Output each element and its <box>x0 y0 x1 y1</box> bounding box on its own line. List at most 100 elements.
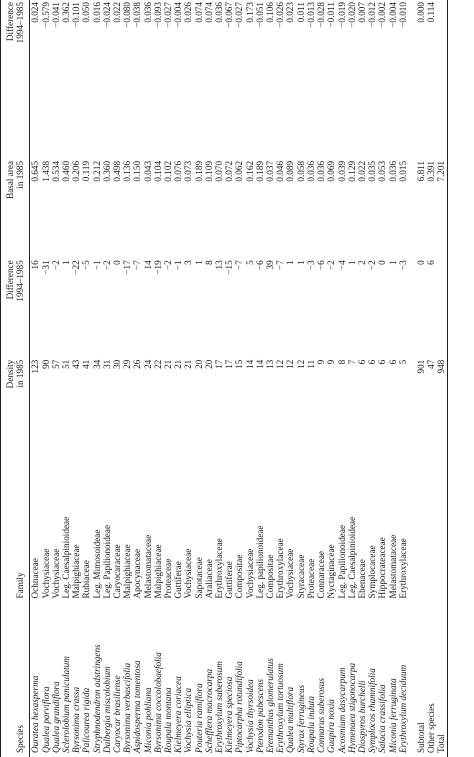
table-row: Stryphnodendron adstringens Leg. Mimosoid… <box>92 0 102 757</box>
basal-area-cell: 0.109 <box>203 160 214 182</box>
basal-difference-cell: 0.036 <box>214 2 225 23</box>
basal-difference-cell: −0.028 <box>316 2 327 28</box>
density-cell: 41 <box>81 359 92 369</box>
basal-difference-cell: −0.004 <box>387 2 398 28</box>
species-cell: Roupala induta <box>305 696 316 753</box>
density-difference-cell: 1 <box>387 260 398 265</box>
species-cell: Diospyros burchelli <box>356 680 367 753</box>
density-difference-cell <box>436 260 447 359</box>
basal-area-cell: 0.070 <box>214 160 225 182</box>
density-difference-cell: −3 <box>397 260 408 271</box>
species-cell: Salacia crassifolia <box>377 684 388 753</box>
basal-area-cell: 0.043 <box>142 160 153 182</box>
table-row: Roupala montana Proteaceae 21 −2 0.102 −0.027 <box>163 0 173 757</box>
species-cell: Subtotal <box>415 722 426 753</box>
basal-area-cell: 0.534 <box>50 160 61 182</box>
family-cell: Hippocrateaceae <box>377 537 388 599</box>
table-row: Miconia ferruginata Melastomataceae 6 1 0.03… <box>388 0 398 757</box>
density-cell: 17 <box>214 359 225 369</box>
species-cell: Dalbergia miscolobium <box>101 666 112 753</box>
basal-difference-cell: −0.080 <box>122 2 133 28</box>
family-cell: Guttiferae <box>173 561 184 599</box>
density-cell: 15 <box>234 359 245 369</box>
family-cell: Guttiferae <box>224 561 235 599</box>
density-cell: 30 <box>112 359 123 369</box>
family-cell: Nyctaginaceae <box>326 544 337 599</box>
density-cell: 948 <box>436 359 447 374</box>
basal-area-cell: 0.089 <box>285 160 296 182</box>
basal-difference-cell: −0.024 <box>101 2 112 28</box>
density-cell: 11 <box>305 359 316 369</box>
density-cell: 8 <box>336 359 347 365</box>
density-difference-cell: 0 <box>415 260 426 265</box>
family-cell: Rubiaceae <box>81 560 92 599</box>
basal-area-cell: 0.460 <box>61 160 72 182</box>
basal-difference-cell: 0.173 <box>244 2 255 23</box>
basal-difference-cell: −0.004 <box>173 2 184 28</box>
basal-difference-cell: −0.027 <box>234 2 245 28</box>
density-difference-cell: −3 <box>305 260 316 271</box>
density-difference-cell: −2 <box>50 260 61 271</box>
density-cell: 7 <box>346 359 357 365</box>
basal-area-cell: 0.150 <box>132 160 143 182</box>
basal-difference-cell: 0.106 <box>265 2 276 23</box>
basal-difference-cell: −0.041 <box>50 2 61 28</box>
basal-area-cell: 0.498 <box>112 160 123 182</box>
table-row: Byrsonima crassa Malpighiaceae 43 −22 0.206 −… <box>71 0 81 757</box>
density-cell: 123 <box>30 359 41 374</box>
basal-area-cell: 0.129 <box>346 160 357 182</box>
density-cell: 17 <box>224 359 235 369</box>
basal-area-cell: 0.189 <box>254 160 265 182</box>
species-cell: Qualea multiflora <box>285 686 296 753</box>
basal-area-cell: 0.206 <box>71 160 82 182</box>
density-cell: 26 <box>132 359 143 369</box>
table-row: Byrsonima coccolobaefolia Malpighiaceae 22… <box>153 0 163 757</box>
species-cell: Kielmeyera coriacea <box>173 676 184 753</box>
basal-area-cell: 0.069 <box>326 160 337 182</box>
density-difference-cell: −2 <box>101 260 112 271</box>
basal-difference-cell: −0.013 <box>305 2 316 28</box>
family-cell <box>426 439 436 598</box>
species-cell: Vochysia elliptica <box>183 687 194 753</box>
density-difference-cell: −19 <box>152 260 163 275</box>
table-row: Pterodon pubescens Leg. papilionoideae 14 −… <box>255 0 265 757</box>
table-row: Vochysia thyrsoidea Vochysiaceae 14 5 0.162 0… <box>245 0 255 757</box>
species-cell: Miconia ferruginata <box>387 678 398 753</box>
density-cell: 57 <box>50 359 61 369</box>
density-difference-cell: −7 <box>275 260 286 271</box>
basal-difference-cell: 0.036 <box>142 2 153 23</box>
basal-area-cell: 0.360 <box>101 160 112 182</box>
header-density: Density in 1985 <box>5 359 26 389</box>
density-cell: 31 <box>101 359 112 369</box>
density-cell: 6 <box>377 359 388 365</box>
family-cell: Leg. Papilionoideae <box>336 524 347 599</box>
family-cell: Sapotaceae <box>193 557 204 599</box>
table-row: Sclerolobium paniculatum Leg. Caesalpinio… <box>61 0 71 757</box>
basal-difference-cell: 0.050 <box>81 2 92 23</box>
species-cell: Erythroxylum tortuosum <box>275 663 286 753</box>
species-cell: Aspidosperma tomentosa <box>132 660 143 753</box>
table-row: Guapira noxia Nyctaginaceae 9 −2 0.069 −0.011 <box>326 0 336 757</box>
basal-difference-cell: −0.019 <box>336 2 347 28</box>
basal-difference-cell: 0.362 <box>61 2 72 23</box>
species-cell: Miconia pohliana <box>142 687 153 753</box>
density-difference-cell: 0 <box>377 260 388 265</box>
family-cell: Vochysiaceae <box>244 548 255 599</box>
species-cell: Roupala montana <box>163 687 174 753</box>
basal-area-cell: 0.037 <box>265 160 276 182</box>
density-difference-cell: 6 <box>426 260 437 265</box>
density-cell: 6 <box>367 359 378 365</box>
table-row: Aspidosperma tomentosa Apocynaceae 26 −7 0.1… <box>132 0 142 757</box>
density-cell: 6 <box>387 359 398 365</box>
basal-area-cell: 0.035 <box>367 160 378 182</box>
family-cell <box>408 439 426 598</box>
density-difference-cell: 1 <box>61 260 72 265</box>
density-cell: 12 <box>285 359 296 369</box>
family-cell: Symplocaceae <box>367 545 378 599</box>
species-cell: Vochysia thyrsoidea <box>244 679 255 753</box>
basal-area-cell: 0.119 <box>81 160 92 182</box>
species-cell: Guapira noxia <box>326 699 337 753</box>
family-cell: Ochnaceae <box>30 558 41 599</box>
density-difference-cell: −7 <box>234 260 245 271</box>
basal-difference-cell: 0.026 <box>183 2 194 23</box>
